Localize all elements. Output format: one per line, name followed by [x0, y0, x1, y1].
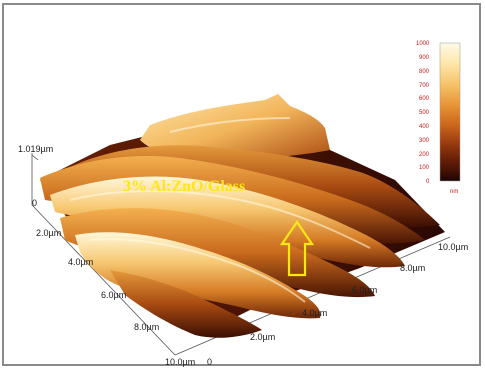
colorbar-tick: 100 [419, 165, 430, 171]
sample-label: 3% Al:ZnO/Glass [123, 178, 245, 195]
colorbar-tick: 800 [419, 69, 430, 75]
y-tick-label: 4.0µm [68, 257, 93, 267]
z-axis-zero-label: 0 [32, 198, 37, 208]
x-tick-label: 2.0µm [250, 332, 275, 342]
colorbar-tick: 900 [419, 55, 430, 61]
colorbar-tick-labels: 1000 900 800 700 600 500 400 300 200 100… [416, 41, 430, 185]
x-tick-label: 8.0µm [400, 263, 425, 273]
surface-back-plateau [140, 94, 330, 162]
colorbar-tick: 200 [419, 152, 430, 158]
y-tick-label: 8.0µm [134, 322, 159, 332]
colorbar-gradient [439, 42, 461, 182]
colorbar: 1000 900 800 700 600 500 400 300 200 100… [416, 41, 461, 195]
colorbar-unit: nm [450, 189, 458, 195]
z-axis-max-label: 1.019µm [18, 144, 53, 154]
surface-front-edge [110, 270, 262, 338]
colorbar-tick: 300 [419, 138, 430, 144]
y-tick-label: 6.0µm [101, 290, 126, 300]
y-tick-label: 2.0µm [36, 228, 61, 238]
surface-ridge-center [50, 176, 405, 268]
colorbar-tick: 0 [426, 179, 430, 185]
up-arrow-icon [279, 220, 315, 277]
x-tick-label: 4.0µm [302, 308, 327, 318]
colorbar-tick: 500 [419, 110, 430, 116]
x-tick-label: 10.0µm [438, 242, 468, 252]
surface-ridge-front [75, 232, 321, 319]
colorbar-tick: 400 [419, 124, 430, 130]
colorbar-tick: 600 [419, 96, 430, 102]
colorbar-tick: 1000 [416, 41, 430, 47]
y-axis-ticks: 2.0µm 4.0µm 6.0µm 8.0µm 10.0µm [36, 228, 195, 367]
x-tick-label: 0 [207, 357, 212, 367]
surface-highlights [69, 117, 371, 303]
x-axis-ticks: 0 2.0µm 4.0µm 6.0µm 8.0µm 10.0µm [207, 242, 468, 367]
y-tick-label: 10.0µm [165, 357, 195, 367]
colorbar-tick: 700 [419, 83, 430, 89]
x-tick-label: 6.0µm [352, 285, 377, 295]
